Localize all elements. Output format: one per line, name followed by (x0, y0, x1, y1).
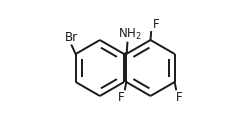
Text: F: F (118, 91, 124, 104)
Text: NH$_2$: NH$_2$ (117, 27, 141, 42)
Text: F: F (152, 18, 159, 31)
Text: F: F (176, 91, 182, 104)
Text: Br: Br (64, 31, 77, 44)
